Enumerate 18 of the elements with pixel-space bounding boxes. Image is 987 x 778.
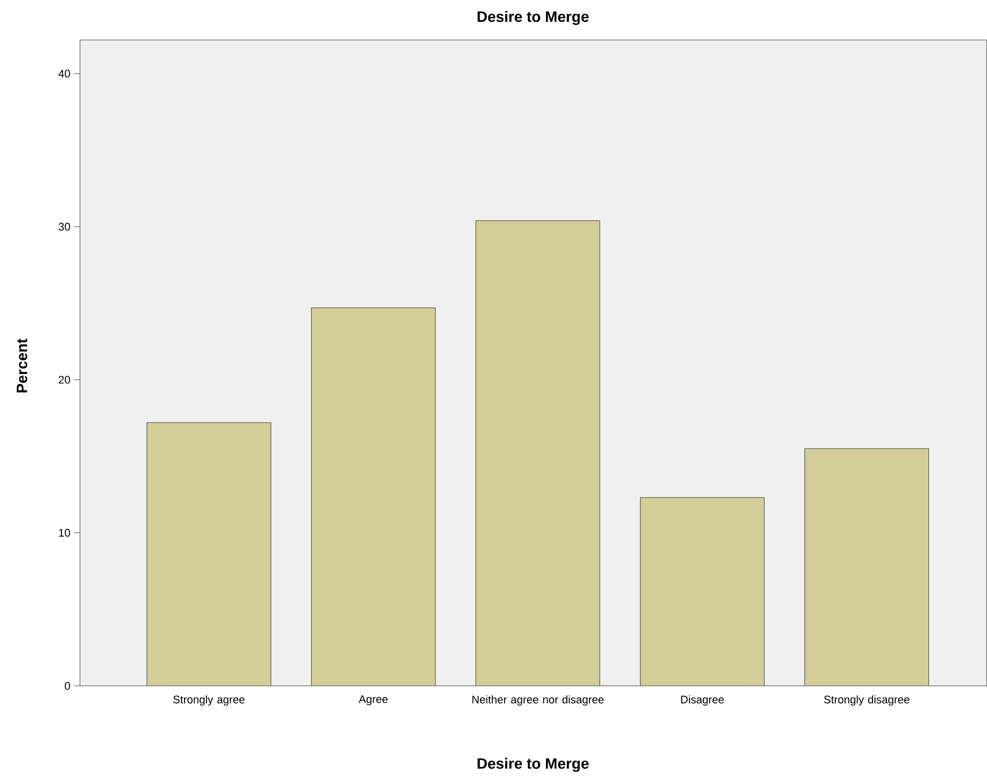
y-axis-title: Percent [16,338,28,392]
x-tick-label: Disagree [681,695,724,706]
bar [146,422,272,686]
chart-title: Desire to Merge [478,11,589,26]
y-tick-label: 20 [58,376,70,384]
bar [311,308,436,686]
y-tick-label: 0 [64,682,70,690]
bar [476,220,600,686]
x-axis-title: Desire to Merge [478,758,589,772]
bar [640,497,764,686]
bar [804,448,929,686]
x-tick-label: Strongly agree [173,695,244,706]
x-tick-label: Agree [358,695,388,706]
y-tick-label: 40 [58,70,70,78]
y-tick-label: 10 [59,528,70,537]
y-tick-label: 30 [58,222,70,231]
x-tick-label: Neither agree nor disagree [472,695,604,706]
x-tick-label: Strongly disagree [824,695,910,706]
